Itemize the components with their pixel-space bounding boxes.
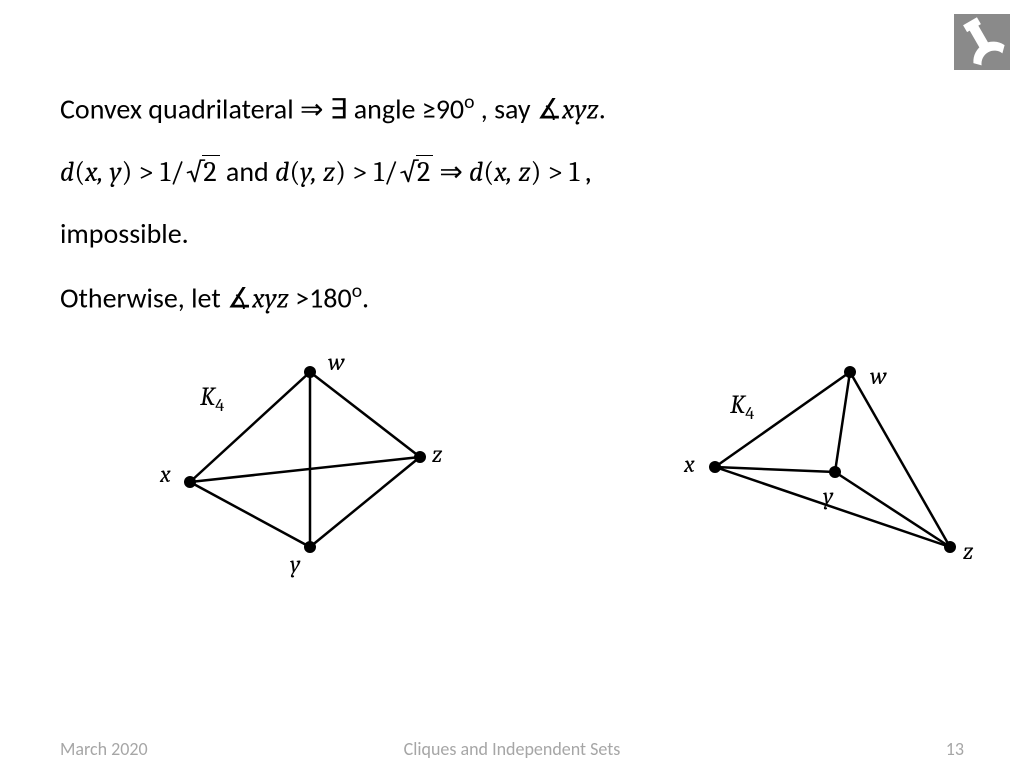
d1: d	[60, 156, 74, 188]
degree-symbol-2: o	[352, 279, 362, 303]
line1-xyz: xyz	[562, 93, 599, 125]
vertex-label-z: z	[963, 537, 973, 565]
sqrt1: √2	[184, 154, 220, 190]
diagram-k4-convex: xyzwK4	[150, 342, 430, 572]
vertex-label-x: x	[160, 460, 171, 488]
line1-b: , say ∡	[474, 91, 562, 126]
footer-pagenum: 13	[946, 738, 964, 760]
graph-label-k4: K4	[730, 390, 754, 424]
footer-title: Cliques and Independent Sets	[0, 738, 1024, 760]
slide: Convex quadrilateral ⇒ ∃ angle ≥90o , sa…	[0, 0, 1024, 768]
vertex-label-x: x	[684, 450, 695, 478]
line1-c: .	[599, 91, 606, 126]
vertex-label-z: z	[432, 440, 442, 468]
vertex-label-y: y	[823, 482, 833, 510]
degree-symbol: o	[464, 90, 474, 114]
sqrt2: √2	[398, 154, 434, 190]
text-line-2: d(x, y) > 1/√2 and d(y, z) > 1/√2 ⇒ d(x,…	[60, 154, 964, 190]
text-line-4: Otherwise, let ∡xyz >180o.	[60, 279, 964, 317]
vertex-label-y: y	[290, 550, 300, 578]
graph-label-k4: K4	[200, 382, 224, 416]
diagram-k4-concave: x y z w K4	[670, 342, 970, 582]
vertex-label-w: w	[870, 362, 887, 390]
diagram-area: xyzwK4 xyzwK4	[60, 342, 964, 622]
text-line-3: impossible.	[60, 216, 964, 252]
line1-a: Convex quadrilateral ⇒ ∃ angle ≥90	[60, 91, 464, 126]
vertex-label-w: w	[328, 348, 345, 376]
logo	[954, 14, 1010, 70]
text-line-1: Convex quadrilateral ⇒ ∃ angle ≥90o , sa…	[60, 90, 964, 128]
